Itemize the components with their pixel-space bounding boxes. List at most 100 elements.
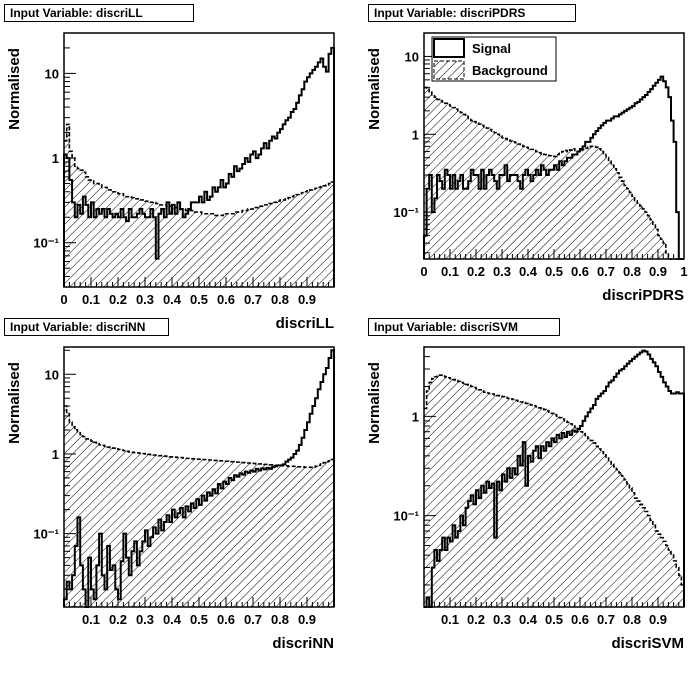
signal-bin xyxy=(75,216,78,218)
background-bin xyxy=(536,407,539,607)
signal-bin xyxy=(476,174,479,176)
signal-bin xyxy=(658,79,661,81)
background-bin xyxy=(531,405,534,607)
signal-bin xyxy=(140,208,143,210)
signal-bin xyxy=(674,392,677,394)
signal-hist-line xyxy=(424,349,685,608)
signal-bin xyxy=(223,481,226,483)
background-bin xyxy=(489,393,492,607)
signal-bin xyxy=(199,504,202,506)
background-bin xyxy=(502,397,505,607)
background-bin xyxy=(533,150,536,259)
signal-bin xyxy=(272,135,275,137)
x-tick-label: 0.2 xyxy=(109,612,127,627)
signal-bin xyxy=(580,425,583,427)
signal-bin xyxy=(226,483,229,485)
background-hist-outline xyxy=(424,374,684,586)
x-axis: 0 0.1 0.2 0.3 0.4 0.5 0.6 0.7 0.8 0.9 1 xyxy=(420,249,688,279)
y-axis-title: Normalised xyxy=(366,48,383,130)
signal-bin xyxy=(648,354,651,356)
background-bin xyxy=(294,466,297,607)
signal-bin xyxy=(159,213,162,215)
background-bin xyxy=(264,205,267,287)
background-bin xyxy=(172,208,175,287)
legend-signal-label: Signal xyxy=(472,41,511,56)
background-bin xyxy=(250,209,253,287)
signal-bin xyxy=(624,110,627,112)
signal-bin xyxy=(188,510,191,512)
signal-bin xyxy=(499,174,502,176)
background-bin xyxy=(648,216,651,259)
signal-bin xyxy=(191,502,194,504)
signal-bin xyxy=(248,161,251,163)
signal-bin xyxy=(637,101,640,103)
signal-bin xyxy=(455,537,458,539)
background-bin xyxy=(629,192,632,259)
signal-bin xyxy=(661,76,664,78)
background-hist-fill xyxy=(424,375,684,607)
background-bin xyxy=(671,555,674,607)
signal-bin xyxy=(502,473,505,475)
signal-bin xyxy=(640,98,643,100)
x-tick-label: 0.4 xyxy=(519,612,538,627)
signal-bin xyxy=(234,474,237,476)
background-bin xyxy=(663,541,666,607)
signal-bin xyxy=(207,199,210,201)
signal-bin xyxy=(213,488,216,490)
signal-bin xyxy=(272,466,275,468)
signal-bin xyxy=(538,457,541,459)
signal-bin xyxy=(72,201,75,203)
background-bin xyxy=(619,473,622,607)
background-bin xyxy=(676,568,679,607)
signal-bin xyxy=(525,169,528,171)
background-bin xyxy=(99,185,102,287)
background-bin xyxy=(518,401,521,607)
x-axis-title: discriNN xyxy=(272,635,334,652)
background-bin xyxy=(329,184,332,287)
panel-4: Input Variable: discriSVM 0.1 0.2 0.3 0.4 0.5… xyxy=(366,318,685,652)
signal-bin xyxy=(88,557,91,559)
background-bin xyxy=(318,187,321,287)
background-bin xyxy=(445,377,448,607)
signal-bin xyxy=(549,445,552,447)
x-tick-label: 0.2 xyxy=(467,264,485,279)
x-tick-label: 0.5 xyxy=(190,612,208,627)
signal-bin xyxy=(583,145,586,147)
signal-bin xyxy=(450,540,453,542)
background-bin xyxy=(169,206,172,287)
signal-bin xyxy=(442,188,445,190)
signal-bin xyxy=(494,537,497,539)
signal-bin xyxy=(611,379,614,381)
background-hist-outline xyxy=(64,405,334,469)
background-bin xyxy=(167,456,170,607)
signal-bin xyxy=(502,174,505,176)
background-bin xyxy=(523,146,526,259)
signal-bin xyxy=(307,421,310,423)
x-tick-label: 0.8 xyxy=(271,292,289,307)
signal-bin xyxy=(315,66,318,68)
signal-bin xyxy=(256,157,259,159)
signal-bin xyxy=(445,169,448,171)
signal-bin xyxy=(583,420,586,422)
signal-bin xyxy=(215,191,218,193)
signal-bin xyxy=(629,360,632,362)
signal-bin xyxy=(299,444,302,446)
background-bin xyxy=(164,456,167,607)
signal-bin xyxy=(315,397,318,399)
background-bin xyxy=(86,177,89,287)
signal-bin xyxy=(285,119,288,121)
signal-bin xyxy=(199,196,202,198)
signal-bin xyxy=(536,445,539,447)
signal-bin xyxy=(105,216,108,218)
signal-bin xyxy=(226,183,229,185)
signal-bin xyxy=(115,588,118,590)
signal-bin xyxy=(551,437,554,439)
signal-bin xyxy=(134,540,137,542)
signal-bin xyxy=(145,529,148,531)
signal-bin xyxy=(494,180,497,182)
signal-bin xyxy=(598,395,601,397)
x-tick-label: 0.3 xyxy=(493,264,511,279)
signal-bin xyxy=(94,216,97,218)
signal-bin xyxy=(624,365,627,367)
